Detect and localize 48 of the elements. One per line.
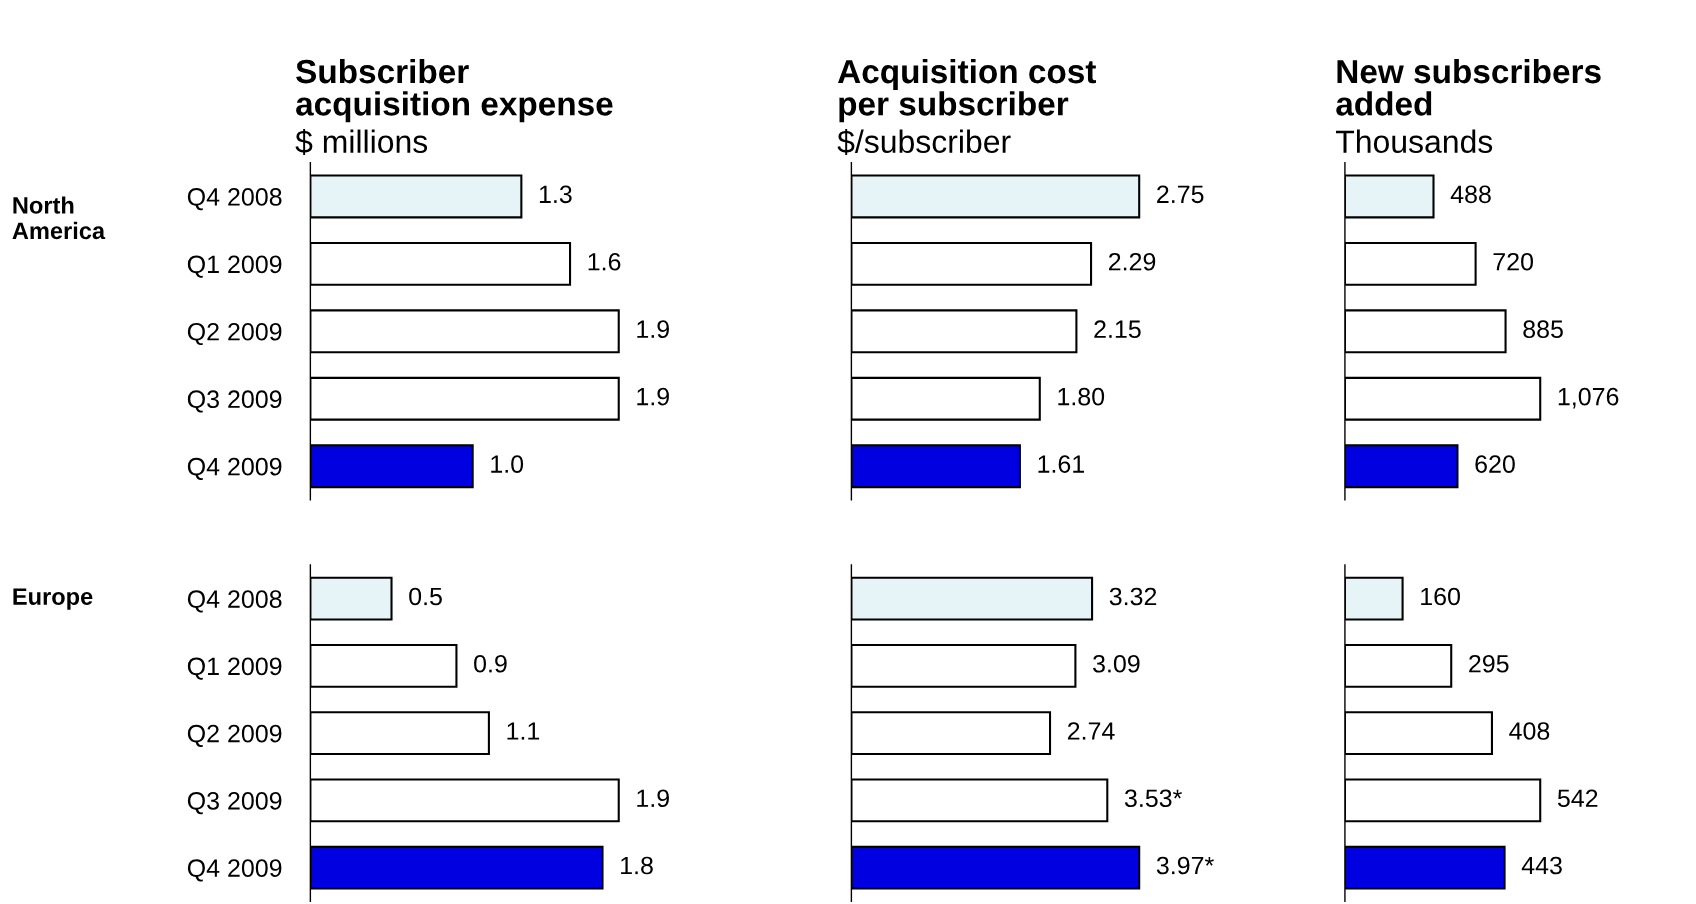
data-label: 3.32 [1109,587,1157,606]
data-label: 3.53* [1124,789,1182,808]
data-label: 1.1 [507,722,540,740]
data-label: 542 [1557,789,1598,808]
chart-subtitle: Thousands [1335,129,1493,154]
y-tick-label: Q4 2008 [187,590,282,613]
chart-subtitle: $ millions [295,129,428,155]
data-label: 2.29 [1108,252,1156,271]
y-tick-label: Q3 2009 [187,390,282,413]
data-label: 1.3 [539,185,572,204]
data-label: 1.9 [637,387,669,406]
chart-title: New subscribers added [1336,58,1601,116]
y-tick-label: Q1 2009 [187,255,282,278]
data-label: 1.61 [1038,455,1084,473]
chart-subtitle: $/subscriber [837,129,1011,155]
y-tick-label: Q4 2008 [187,188,282,211]
data-label: 1.9 [637,789,669,808]
data-label: 408 [1509,722,1550,740]
y-axis-title: North America [12,196,106,240]
data-label: 488 [1450,185,1491,204]
data-label: 885 [1523,320,1563,339]
data-label: 2.75 [1157,185,1204,204]
data-label: 3.09 [1093,654,1140,673]
data-label: 1.6 [588,252,621,271]
data-label: 1.80 [1058,387,1105,406]
chart-title: Subscriber acquisition expense [296,58,613,123]
data-label: 295 [1469,654,1509,673]
data-label: 443 [1521,856,1562,875]
data-label: 0.5 [409,587,442,606]
data-label: 0.9 [474,654,507,673]
y-tick-label: Q2 2009 [187,724,282,747]
y-tick-label: Q4 2009 [187,859,282,882]
data-label: 1.9 [637,320,669,339]
data-label: 2.74 [1067,722,1115,740]
data-label: 2.15 [1094,320,1141,339]
y-tick-label: Q2 2009 [187,322,282,346]
data-label: 1.8 [621,856,653,875]
data-label: 620 [1475,455,1515,473]
data-label: 1,076 [1558,387,1619,409]
data-label: 1.0 [491,455,524,473]
data-label: 160 [1421,587,1460,606]
data-label: 720 [1493,252,1534,271]
y-axis-title: Europe [13,588,93,610]
y-tick-label: Q4 2009 [187,457,282,480]
chart-title: Acquisition cost per subscriber [837,58,1097,123]
y-tick-label: Q3 2009 [187,792,282,815]
y-tick-label: Q1 2009 [187,657,282,680]
data-label: 3.97* [1156,856,1214,875]
